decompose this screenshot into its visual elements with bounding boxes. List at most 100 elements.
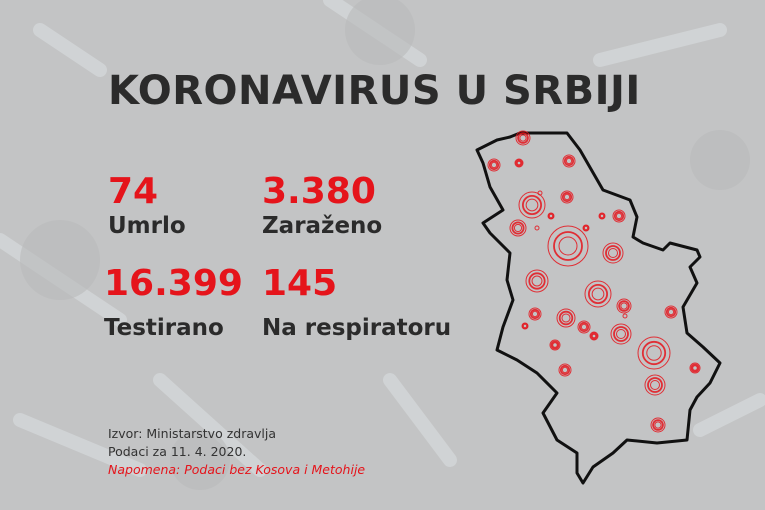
case-marker: [487, 158, 501, 172]
case-marker: [610, 323, 632, 345]
case-marker: [647, 377, 663, 393]
source-text: Izvor: Ministarstvo zdravlja: [108, 426, 276, 441]
case-marker: [598, 212, 606, 220]
case-marker: [591, 287, 605, 301]
case-marker: [615, 212, 623, 220]
case-marker: [578, 321, 590, 333]
stat-label: Umrlo: [108, 213, 186, 239]
case-marker: [654, 421, 662, 429]
case-marker: [689, 362, 701, 374]
stat-label: Testirano: [104, 315, 224, 341]
case-marker: [665, 306, 677, 318]
case-marker: [518, 191, 546, 219]
case-marker: [561, 191, 573, 203]
case-marker: [583, 224, 590, 231]
case-marker: [511, 221, 525, 235]
case-marker: [584, 280, 612, 308]
case-marker: [517, 132, 529, 144]
case-marker: [528, 307, 542, 321]
stat-infected: 3.380 Zaraženo: [262, 172, 382, 240]
case-marker: [565, 157, 573, 165]
case-marker: [608, 248, 618, 258]
note-text: Napomena: Podaci bez Kosova i Metohije: [108, 462, 366, 477]
case-marker: [550, 340, 560, 350]
case-marker: [692, 365, 698, 371]
case-marker: [516, 160, 522, 166]
case-marker: [531, 310, 539, 318]
footer: Izvor: Ministarstvo zdravlja Podaci za 1…: [108, 425, 365, 479]
case-marker: [509, 219, 527, 237]
stat-value: 145: [262, 263, 338, 304]
case-marker: [556, 308, 576, 328]
case-marker: [561, 313, 571, 323]
page-title: KORONAVIRUS U SRBIJI: [108, 68, 641, 114]
case-marker: [488, 159, 500, 171]
case-marker: [531, 275, 543, 287]
case-marker: [641, 340, 667, 366]
case-marker: [534, 225, 540, 231]
case-marker: [650, 417, 666, 433]
case-marker: [650, 380, 660, 390]
stat-value: 16.399: [104, 263, 243, 304]
case-marker: [553, 231, 583, 261]
case-marker: [547, 225, 589, 267]
case-marker: [563, 155, 575, 167]
case-marker: [537, 190, 543, 196]
case-marker: [613, 326, 629, 342]
case-marker: [490, 161, 498, 169]
case-marker: [563, 193, 571, 201]
case-marker: [646, 345, 662, 361]
case-marker: [605, 245, 621, 261]
serbia-outline: [475, 131, 722, 485]
case-marker: [525, 269, 549, 293]
case-marker: [582, 224, 590, 232]
case-marker: [580, 323, 588, 331]
stat-value: 3.380: [262, 171, 376, 212]
stat-label: Zaraženo: [262, 213, 383, 239]
case-marker: [652, 419, 664, 431]
case-marker: [590, 332, 598, 340]
case-marker: [522, 322, 529, 329]
case-marker: [560, 190, 574, 204]
case-marker: [525, 198, 539, 212]
case-marker: [558, 310, 574, 326]
case-marker: [622, 313, 628, 319]
case-marker: [602, 242, 624, 264]
case-marker: [620, 302, 628, 310]
case-marker: [616, 329, 626, 339]
case-marker: [612, 209, 626, 223]
case-marker: [547, 212, 555, 220]
case-marker: [558, 236, 578, 256]
case-marker: [618, 300, 630, 312]
case-marker: [591, 333, 597, 339]
case-marker: [558, 363, 572, 377]
case-marker: [562, 154, 576, 168]
date-text: Podaci za 11. 4. 2020.: [108, 444, 247, 459]
case-marker: [613, 210, 625, 222]
stat-value: 74: [108, 171, 159, 212]
case-marker: [637, 336, 671, 370]
case-marker: [690, 363, 700, 373]
case-marker: [664, 305, 678, 319]
case-marker: [548, 212, 555, 219]
case-marker: [519, 134, 527, 142]
case-marker: [561, 366, 569, 374]
case-marker: [589, 331, 599, 341]
case-marker: [514, 158, 524, 168]
case-marker: [588, 283, 609, 304]
case-marker: [522, 194, 543, 215]
stat-respirator: 145 Na respiratoru: [262, 264, 451, 342]
case-marker: [667, 308, 675, 316]
case-marker: [577, 320, 591, 334]
stat-tested: 16.399 Testirano: [104, 264, 243, 342]
stat-label: Na respiratoru: [262, 315, 452, 341]
case-marker: [644, 374, 666, 396]
case-marker: [599, 212, 606, 219]
case-marker: [515, 159, 523, 167]
case-marker: [528, 272, 546, 290]
case-marker: [552, 342, 558, 348]
case-marker: [549, 339, 561, 351]
case-marker: [529, 308, 541, 320]
